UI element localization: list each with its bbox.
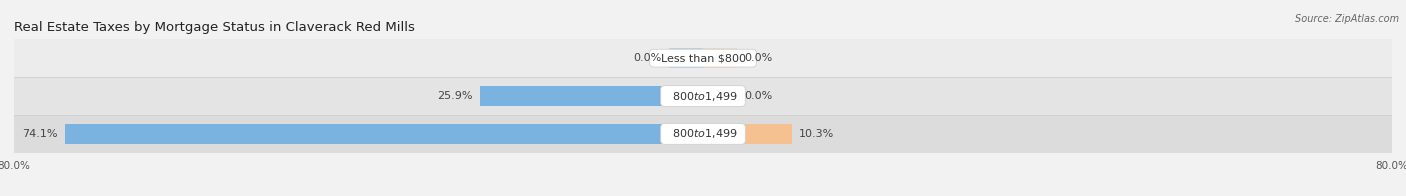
Bar	[703, 86, 738, 106]
Text: 10.3%: 10.3%	[799, 129, 834, 139]
Text: Source: ZipAtlas.com: Source: ZipAtlas.com	[1295, 14, 1399, 24]
Text: 74.1%: 74.1%	[22, 129, 58, 139]
Bar	[479, 86, 703, 106]
Bar	[14, 115, 1392, 153]
Bar	[703, 48, 738, 68]
Text: 25.9%: 25.9%	[437, 91, 472, 101]
Text: 0.0%: 0.0%	[744, 53, 772, 63]
Text: 0.0%: 0.0%	[744, 91, 772, 101]
Text: 0.0%: 0.0%	[634, 53, 662, 63]
Text: $800 to $1,499: $800 to $1,499	[665, 127, 741, 140]
Text: $800 to $1,499: $800 to $1,499	[665, 90, 741, 103]
Bar	[14, 39, 1392, 77]
Bar	[669, 48, 703, 68]
Text: Less than $800: Less than $800	[654, 53, 752, 63]
Bar	[14, 77, 1392, 115]
Bar	[65, 124, 703, 144]
Text: Real Estate Taxes by Mortgage Status in Claverack Red Mills: Real Estate Taxes by Mortgage Status in …	[14, 21, 415, 34]
Bar	[703, 124, 792, 144]
